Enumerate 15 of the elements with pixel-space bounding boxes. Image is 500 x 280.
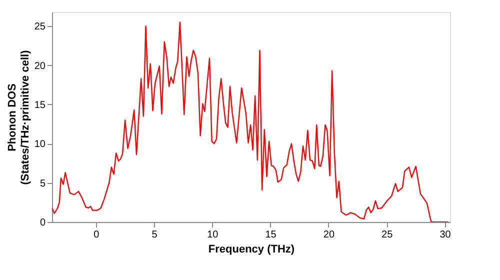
y-tick-label: 20 (34, 60, 46, 72)
x-axis-title: Frequency (THz) (208, 244, 295, 256)
x-tick-label: 5 (152, 230, 158, 240)
y-axis-title: Phonon DOS (States/THz·primitive cell) (6, 50, 32, 185)
x-tick-label: 0 (94, 230, 100, 240)
y-tick-label: 10 (34, 139, 46, 150)
y-tick-label: 0 (40, 218, 46, 228)
x-tick-label: 10 (207, 230, 219, 240)
y-tick-label: 15 (34, 100, 46, 111)
x-tick-label: 25 (382, 230, 394, 240)
x-tick-label: 30 (440, 230, 452, 240)
x-tick-label: 20 (323, 230, 335, 240)
x-tick-label: 15 (265, 230, 277, 240)
y-tick-label: 5 (40, 178, 46, 190)
y-tick-label: 25 (34, 22, 46, 33)
